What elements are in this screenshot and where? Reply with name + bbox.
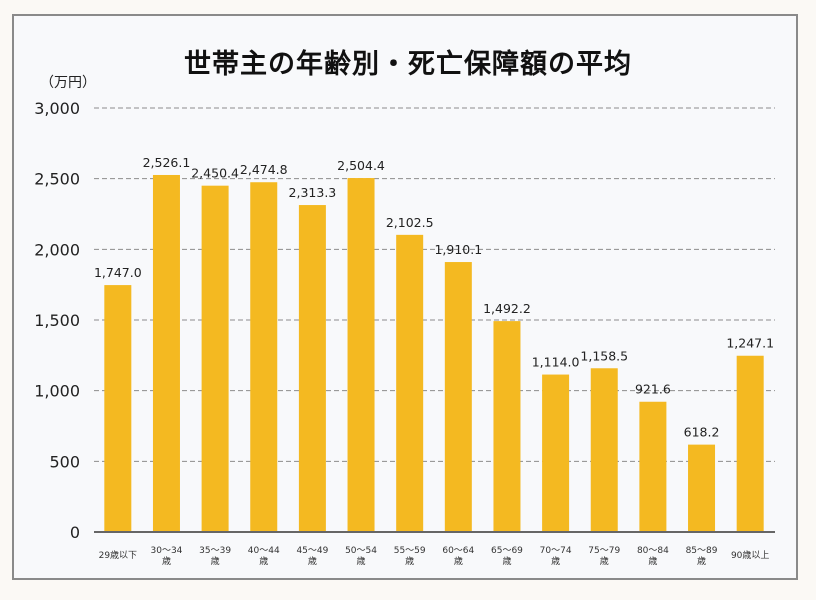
- x-tick-label: 70～74歳: [540, 546, 572, 567]
- bar: [688, 444, 716, 532]
- y-tick-label: 2,500: [34, 170, 80, 189]
- x-tick-label-line: 歳: [357, 555, 366, 567]
- gridlines: [94, 107, 775, 462]
- y-axis-unit-label: （万円）: [40, 75, 96, 91]
- bar: [201, 185, 229, 532]
- x-tick-label-line: 80～84: [637, 546, 669, 556]
- x-tick-label-line: 70～74: [540, 546, 572, 556]
- x-tick-label-line: 歳: [648, 555, 657, 567]
- y-tick-label: 0: [70, 523, 80, 542]
- bar: [639, 401, 667, 532]
- x-tick-label-line: 歳: [405, 555, 414, 567]
- bar: [736, 355, 764, 532]
- bar-value-label: 1,747.0: [94, 265, 142, 280]
- x-tick-label-line: 歳: [454, 555, 463, 567]
- bar-value-label: 2,504.4: [337, 158, 385, 173]
- y-tick-label: 3,000: [34, 99, 80, 118]
- bar-value-label: 2,474.8: [240, 162, 288, 177]
- bar: [347, 178, 375, 532]
- bar: [444, 262, 472, 532]
- x-tick-label: 30～34歳: [151, 546, 183, 567]
- bar-value-label: 1,910.1: [434, 242, 482, 257]
- bar-value-label: 1,492.2: [483, 301, 531, 316]
- bar: [590, 368, 618, 532]
- x-tick-label-line: 歳: [162, 555, 171, 567]
- x-tick-label-line: 歳: [502, 555, 511, 567]
- x-tick-label: 40～44歳: [248, 546, 280, 567]
- bar: [493, 321, 521, 532]
- bar-value-label: 1,158.5: [580, 348, 628, 363]
- x-tick-label: 29歳以下: [99, 549, 137, 561]
- x-tick-label-line: 55～59: [394, 546, 426, 556]
- x-tick-label-line: 29歳以下: [99, 549, 137, 561]
- x-tick-label: 55～59歳: [394, 546, 426, 567]
- x-tick-label-line: 50～54: [345, 546, 377, 556]
- x-tick-label-line: 30～34: [151, 546, 183, 556]
- bar: [104, 285, 132, 532]
- y-tick-label: 500: [49, 452, 80, 471]
- bar: [152, 174, 180, 533]
- y-axis-ticks: 0 500 1,000 1,500 2,000 2,500 3,000: [34, 99, 80, 542]
- x-tick-label-line: 35～39: [199, 546, 231, 556]
- x-tick-label-line: 歳: [259, 555, 268, 567]
- x-tick-label-line: 歳: [697, 555, 706, 567]
- x-tick-label-line: 歳: [211, 555, 220, 567]
- bar-value-label: 2,313.3: [289, 185, 337, 200]
- y-tick-label: 1,000: [34, 382, 80, 401]
- x-tick-label-line: 45～49: [296, 546, 328, 556]
- x-tick-label: 50～54歳: [345, 546, 377, 567]
- x-tick-label: 85～89歳: [686, 546, 718, 567]
- x-tick-label-line: 60～64: [442, 546, 474, 556]
- x-tick-label: 60～64歳: [442, 546, 474, 567]
- bar-value-label: 2,526.1: [143, 155, 191, 170]
- x-tick-label: 35～39歳: [199, 546, 231, 567]
- x-tick-label-line: 40～44: [248, 546, 280, 556]
- bar-value-label: 1,247.1: [726, 336, 774, 351]
- bars: [104, 174, 764, 533]
- bar-value-label: 618.2: [684, 425, 720, 440]
- bar-value-label: 1,114.0: [532, 355, 580, 370]
- x-axis-ticks: 29歳以下 30～34歳35～39歳40～44歳45～49歳50～54歳55～59…: [99, 546, 770, 567]
- chart-title: 世帯主の年齢別・死亡保障額の平均: [184, 49, 632, 80]
- y-tick-label: 2,000: [34, 240, 80, 259]
- bar: [298, 205, 326, 533]
- bar: [396, 234, 424, 532]
- x-tick-label-line: 歳: [308, 555, 317, 567]
- x-tick-label: 65～69歳: [491, 546, 523, 567]
- bar-value-label: 921.6: [635, 382, 671, 397]
- value-labels: 1,747.0 2,526.12,450.4 2,474.82,313.32,504…: [94, 155, 774, 440]
- x-tick-label-line: 65～69: [491, 546, 523, 556]
- x-tick-label: 45～49歳: [296, 546, 328, 567]
- bar-value-label: 2,450.4: [191, 166, 239, 181]
- x-tick-label: 75～79歳: [588, 546, 620, 567]
- bar: [542, 374, 570, 532]
- x-tick-label-line: 90歳以上: [731, 549, 769, 561]
- x-tick-label-line: 歳: [600, 555, 609, 567]
- y-tick-label: 1,500: [34, 311, 80, 330]
- bar-value-label: 2,102.5: [386, 215, 434, 230]
- bar: [250, 182, 278, 532]
- x-tick-label-line: 歳: [551, 555, 560, 567]
- x-tick-label: 90歳以上: [731, 549, 769, 561]
- x-tick-label-line: 75～79: [588, 546, 620, 556]
- x-tick-label-line: 85～89: [686, 546, 718, 556]
- x-tick-label: 80～84歳: [637, 546, 669, 567]
